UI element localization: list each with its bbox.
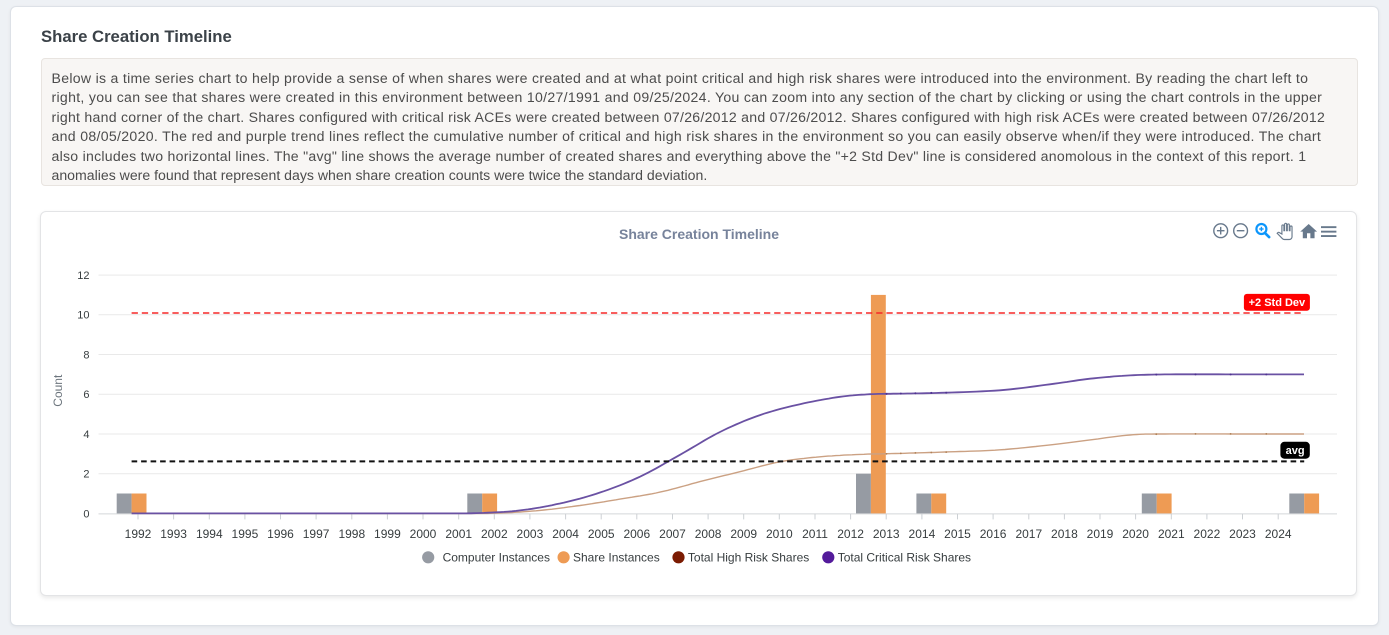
svg-text:0: 0: [83, 508, 89, 520]
svg-text:2018: 2018: [1051, 527, 1078, 541]
svg-text:2: 2: [83, 469, 89, 481]
svg-text:1995: 1995: [232, 527, 259, 541]
svg-text:2000: 2000: [410, 527, 437, 541]
svg-text:1994: 1994: [196, 527, 223, 541]
svg-text:2009: 2009: [730, 527, 757, 541]
svg-text:2023: 2023: [1229, 527, 1256, 541]
svg-text:4: 4: [83, 429, 89, 441]
svg-text:2019: 2019: [1087, 527, 1114, 541]
svg-text:2016: 2016: [980, 527, 1007, 541]
svg-text:2013: 2013: [873, 527, 900, 541]
svg-text:2020: 2020: [1122, 527, 1149, 541]
svg-text:1998: 1998: [338, 527, 365, 541]
svg-text:2012: 2012: [837, 527, 864, 541]
svg-text:Total Critical Risk Shares: Total Critical Risk Shares: [838, 551, 971, 565]
svg-text:Count: Count: [51, 374, 65, 407]
svg-text:2010: 2010: [766, 527, 793, 541]
svg-text:6: 6: [83, 389, 89, 401]
svg-text:2008: 2008: [695, 527, 722, 541]
svg-text:8: 8: [83, 349, 89, 361]
svg-text:2017: 2017: [1015, 527, 1042, 541]
svg-text:1993: 1993: [160, 527, 187, 541]
svg-text:2003: 2003: [517, 527, 544, 541]
svg-text:1996: 1996: [267, 527, 294, 541]
svg-text:2024: 2024: [1265, 527, 1292, 541]
svg-text:avg: avg: [1286, 445, 1305, 457]
svg-text:10: 10: [77, 310, 89, 322]
svg-text:2011: 2011: [802, 527, 828, 541]
svg-text:2001: 2001: [445, 527, 472, 541]
svg-text:2002: 2002: [481, 527, 508, 541]
svg-text:2006: 2006: [623, 527, 650, 541]
svg-text:Computer Instances: Computer Instances: [443, 551, 550, 565]
svg-text:Total High Risk Shares: Total High Risk Shares: [688, 551, 809, 565]
svg-text:12: 12: [77, 270, 89, 282]
svg-text:+2 Std Dev: +2 Std Dev: [1249, 297, 1306, 309]
svg-text:Share Creation Timeline: Share Creation Timeline: [619, 226, 779, 242]
svg-text:1999: 1999: [374, 527, 401, 541]
svg-text:2005: 2005: [588, 527, 615, 541]
svg-text:2007: 2007: [659, 527, 686, 541]
svg-text:2014: 2014: [909, 527, 936, 541]
svg-text:2022: 2022: [1194, 527, 1221, 541]
svg-text:2015: 2015: [944, 527, 971, 541]
svg-text:1992: 1992: [125, 527, 152, 541]
svg-text:1997: 1997: [303, 527, 330, 541]
svg-text:2021: 2021: [1158, 527, 1185, 541]
svg-text:Share Instances: Share Instances: [573, 551, 660, 565]
svg-text:2004: 2004: [552, 527, 579, 541]
